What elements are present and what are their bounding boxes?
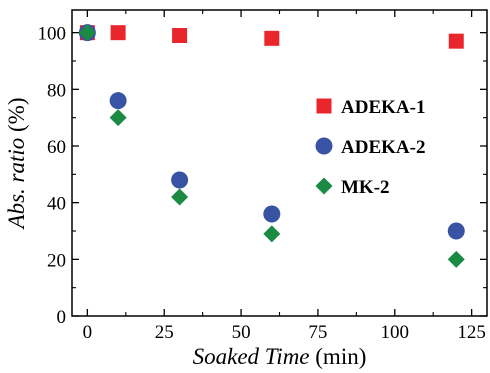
legend-marker-adeka-2 <box>315 137 333 155</box>
x-axis-title: Soaked Time (min) <box>193 344 367 369</box>
y-tick-label: 20 <box>47 250 66 271</box>
data-point-adeka-2 <box>447 222 465 240</box>
data-point-adeka-2 <box>171 171 189 189</box>
x-tick-label: 125 <box>457 322 486 343</box>
data-point-adeka-1 <box>448 33 464 49</box>
x-tick-label: 25 <box>155 322 174 343</box>
x-axis-title-unit: (min) <box>310 344 367 369</box>
data-point-adeka-1 <box>110 25 126 41</box>
y-axis-title: Abs. ratio (%) <box>4 98 29 231</box>
series-mk-2 <box>78 24 465 268</box>
y-tick-label: 40 <box>47 194 66 215</box>
data-point-adeka-2 <box>263 205 281 223</box>
x-tick-label: 75 <box>308 322 327 343</box>
plot-area <box>78 24 465 268</box>
legend-label-mk-2: MK-2 <box>341 177 390 198</box>
y-axis-title-unit: (%) <box>4 98 29 138</box>
y-tick-label: 0 <box>57 307 67 328</box>
data-point-mk-2 <box>78 24 96 42</box>
y-tick-label: 100 <box>38 24 67 45</box>
legend-label-adeka-1: ADEKA-1 <box>341 97 425 118</box>
legend-marker-mk-2 <box>315 177 333 195</box>
legend-label-adeka-2: ADEKA-2 <box>341 137 425 158</box>
data-point-mk-2 <box>447 250 465 268</box>
data-point-adeka-1 <box>264 30 280 46</box>
data-point-adeka-2 <box>109 92 127 110</box>
axes: 0 25 50 75 100 125 0 20 40 60 80 100 <box>38 9 488 343</box>
y-tick-label: 60 <box>47 137 66 158</box>
series-adeka-2 <box>78 24 465 240</box>
x-tick-label: 100 <box>381 322 410 343</box>
x-axis-title-main: Soaked Time <box>193 344 310 369</box>
x-tick-label: 50 <box>232 322 251 343</box>
plot-frame <box>71 9 488 317</box>
x-tick-label: 0 <box>83 322 93 343</box>
data-point-adeka-1 <box>172 28 188 43</box>
legend-marker-adeka-1 <box>316 98 332 114</box>
data-point-mk-2 <box>171 188 189 206</box>
data-point-mk-2 <box>263 225 281 243</box>
data-point-mk-2 <box>109 109 127 127</box>
series-adeka-1 <box>79 25 464 49</box>
y-axis-title-main: Abs. ratio <box>4 138 29 231</box>
legend: ADEKA-1 ADEKA-2 MK-2 <box>315 97 425 198</box>
y-tick-label: 80 <box>47 80 66 101</box>
